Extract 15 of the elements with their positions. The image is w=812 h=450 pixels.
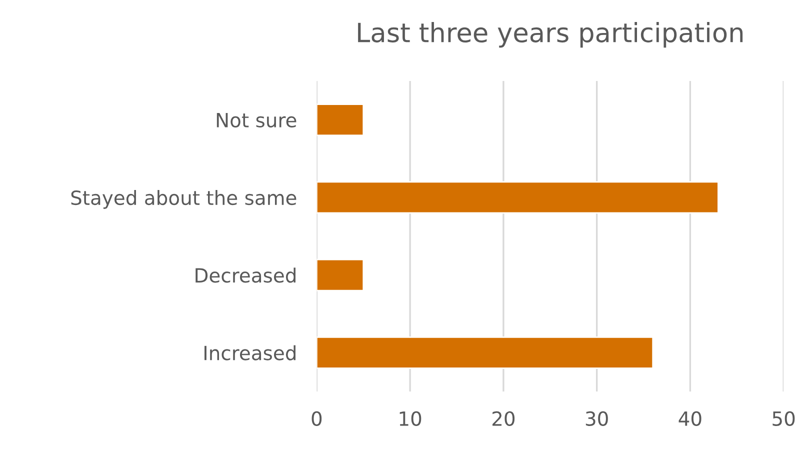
bar <box>316 258 364 292</box>
y-tick-label: Decreased <box>196 268 296 283</box>
x-tick-label: 10 <box>400 411 422 426</box>
bar <box>316 336 654 369</box>
x-tick-label: 0 <box>312 411 322 426</box>
x-tick-label: 40 <box>678 411 702 426</box>
y-tick-label: Not sure <box>216 113 296 128</box>
x-tick-label: 30 <box>586 411 608 426</box>
bar <box>316 181 719 214</box>
x-tick-label: 20 <box>492 411 515 426</box>
chart-title: Last three years participation <box>358 22 743 48</box>
bar <box>316 104 364 136</box>
y-tick-label: Increased <box>204 345 296 360</box>
y-tick-label: Stayed about the same <box>71 190 296 209</box>
x-tick-label: 50 <box>772 411 795 426</box>
